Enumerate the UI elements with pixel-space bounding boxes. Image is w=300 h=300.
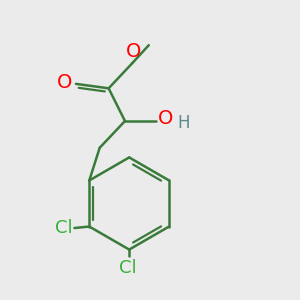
Text: O: O <box>158 109 173 128</box>
Text: Cl: Cl <box>55 219 73 237</box>
Text: O: O <box>126 42 142 61</box>
Text: H: H <box>177 113 190 131</box>
Text: Cl: Cl <box>119 259 136 277</box>
Text: O: O <box>57 73 72 92</box>
